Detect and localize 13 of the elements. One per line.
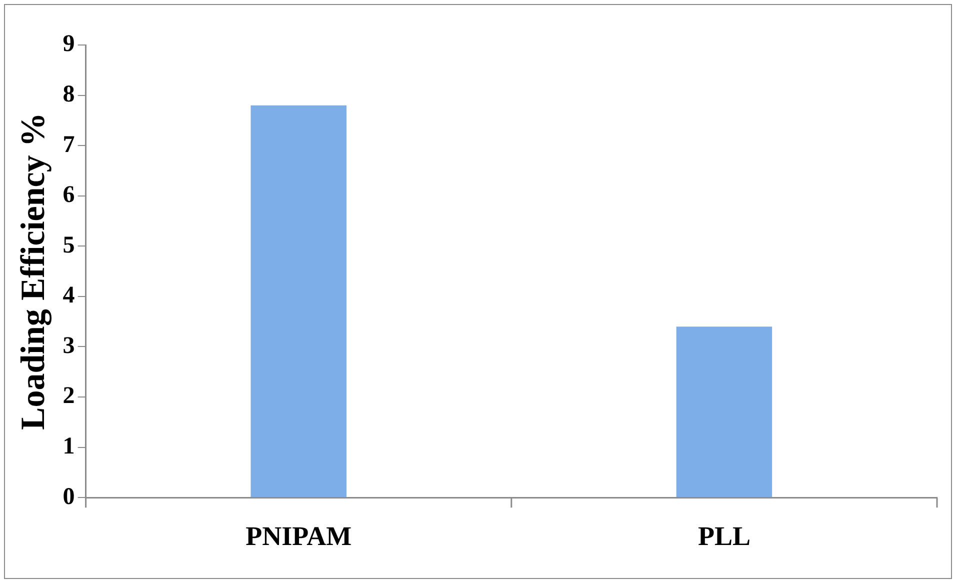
x-tick-label: PNIPAM <box>246 520 352 551</box>
x-tick-label: PLL <box>698 520 750 551</box>
y-tick-label: 7 <box>62 132 75 158</box>
y-tick-label: 3 <box>62 332 75 359</box>
y-tick-label: 2 <box>62 383 75 410</box>
y-tick-label: 5 <box>62 232 75 258</box>
y-tick-label: 4 <box>62 282 75 309</box>
y-tick-label: 9 <box>62 31 75 58</box>
y-tick-label: 0 <box>62 484 75 510</box>
y-tick-label: 6 <box>62 182 75 208</box>
y-axis-title: Loading Efficiency % <box>15 112 52 430</box>
y-tick-label: 1 <box>62 434 75 460</box>
y-tick-label: 8 <box>62 81 75 108</box>
